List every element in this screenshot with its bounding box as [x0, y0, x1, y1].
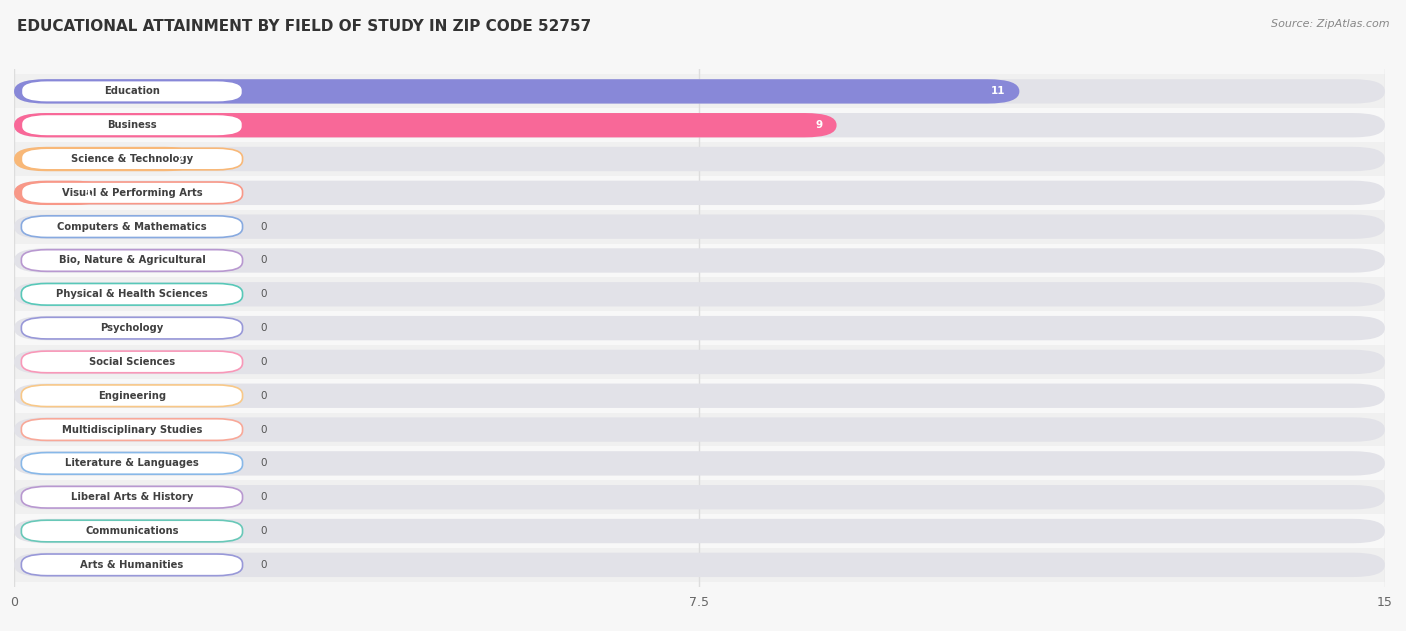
- Bar: [14, 548, 1385, 582]
- FancyBboxPatch shape: [21, 317, 243, 339]
- Text: Multidisciplinary Studies: Multidisciplinary Studies: [62, 425, 202, 435]
- Text: 2: 2: [176, 154, 183, 164]
- FancyBboxPatch shape: [14, 485, 1385, 509]
- FancyBboxPatch shape: [14, 451, 1385, 476]
- FancyBboxPatch shape: [21, 554, 243, 575]
- Text: Social Sciences: Social Sciences: [89, 357, 174, 367]
- Bar: [14, 109, 1385, 142]
- Text: 0: 0: [262, 458, 267, 468]
- Text: Visual & Performing Arts: Visual & Performing Arts: [62, 188, 202, 198]
- Text: Science & Technology: Science & Technology: [70, 154, 193, 164]
- Bar: [14, 74, 1385, 109]
- Bar: [14, 278, 1385, 311]
- Text: Computers & Mathematics: Computers & Mathematics: [58, 221, 207, 232]
- Text: Source: ZipAtlas.com: Source: ZipAtlas.com: [1271, 19, 1389, 29]
- Bar: [14, 244, 1385, 278]
- Bar: [14, 311, 1385, 345]
- FancyBboxPatch shape: [14, 553, 1385, 577]
- FancyBboxPatch shape: [21, 283, 243, 305]
- Text: Education: Education: [104, 86, 160, 97]
- Bar: [14, 142, 1385, 176]
- FancyBboxPatch shape: [14, 113, 1385, 138]
- FancyBboxPatch shape: [14, 215, 1385, 239]
- Text: Literature & Languages: Literature & Languages: [65, 458, 198, 468]
- Text: 0: 0: [262, 425, 267, 435]
- FancyBboxPatch shape: [14, 384, 1385, 408]
- Text: Engineering: Engineering: [98, 391, 166, 401]
- FancyBboxPatch shape: [21, 452, 243, 475]
- FancyBboxPatch shape: [21, 250, 243, 271]
- Bar: [14, 480, 1385, 514]
- Text: Liberal Arts & History: Liberal Arts & History: [70, 492, 193, 502]
- Bar: [14, 514, 1385, 548]
- Bar: [14, 447, 1385, 480]
- Text: 1: 1: [84, 188, 91, 198]
- FancyBboxPatch shape: [14, 350, 1385, 374]
- FancyBboxPatch shape: [14, 147, 197, 171]
- Text: 11: 11: [991, 86, 1005, 97]
- Text: Arts & Humanities: Arts & Humanities: [80, 560, 184, 570]
- Text: 9: 9: [815, 121, 823, 130]
- FancyBboxPatch shape: [14, 316, 1385, 340]
- Bar: [14, 176, 1385, 209]
- FancyBboxPatch shape: [14, 417, 1385, 442]
- FancyBboxPatch shape: [21, 419, 243, 440]
- FancyBboxPatch shape: [14, 180, 1385, 205]
- FancyBboxPatch shape: [14, 80, 1385, 103]
- FancyBboxPatch shape: [14, 282, 1385, 307]
- Text: 0: 0: [262, 256, 267, 266]
- Text: Psychology: Psychology: [100, 323, 163, 333]
- FancyBboxPatch shape: [14, 113, 837, 138]
- FancyBboxPatch shape: [21, 487, 243, 508]
- FancyBboxPatch shape: [21, 81, 243, 102]
- FancyBboxPatch shape: [21, 148, 243, 170]
- FancyBboxPatch shape: [21, 182, 243, 204]
- FancyBboxPatch shape: [14, 249, 1385, 273]
- FancyBboxPatch shape: [14, 147, 1385, 171]
- Bar: [14, 345, 1385, 379]
- Text: 0: 0: [262, 391, 267, 401]
- Text: 0: 0: [262, 289, 267, 299]
- FancyBboxPatch shape: [21, 385, 243, 406]
- Text: Physical & Health Sciences: Physical & Health Sciences: [56, 289, 208, 299]
- FancyBboxPatch shape: [14, 80, 1019, 103]
- Text: Bio, Nature & Agricultural: Bio, Nature & Agricultural: [59, 256, 205, 266]
- Text: 0: 0: [262, 492, 267, 502]
- Text: Business: Business: [107, 121, 156, 130]
- FancyBboxPatch shape: [21, 351, 243, 373]
- FancyBboxPatch shape: [14, 180, 105, 205]
- Text: 0: 0: [262, 357, 267, 367]
- Text: 0: 0: [262, 323, 267, 333]
- Bar: [14, 379, 1385, 413]
- FancyBboxPatch shape: [14, 519, 1385, 543]
- Bar: [14, 413, 1385, 447]
- Text: 0: 0: [262, 221, 267, 232]
- Text: Communications: Communications: [86, 526, 179, 536]
- Text: 0: 0: [262, 526, 267, 536]
- Text: EDUCATIONAL ATTAINMENT BY FIELD OF STUDY IN ZIP CODE 52757: EDUCATIONAL ATTAINMENT BY FIELD OF STUDY…: [17, 19, 591, 34]
- FancyBboxPatch shape: [21, 216, 243, 237]
- Bar: [14, 209, 1385, 244]
- Text: 0: 0: [262, 560, 267, 570]
- FancyBboxPatch shape: [21, 114, 243, 136]
- FancyBboxPatch shape: [21, 520, 243, 542]
